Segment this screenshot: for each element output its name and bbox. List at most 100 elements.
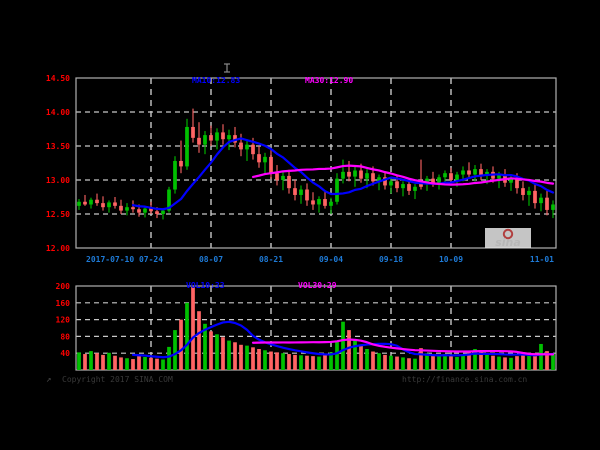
- candle-body: [449, 173, 453, 180]
- candle-body: [353, 170, 357, 177]
- candle-body: [281, 175, 285, 180]
- volume-bar: [383, 354, 387, 370]
- volume-bar: [275, 352, 279, 370]
- candle-body: [173, 160, 177, 190]
- sina-watermark: sina: [485, 228, 531, 249]
- candle-body: [77, 201, 81, 206]
- volume-bar: [251, 347, 255, 370]
- volume-panel-frame: [75, 285, 557, 371]
- candle-body: [293, 188, 297, 195]
- volume-bar: [281, 353, 285, 370]
- sina-watermark-label: sina: [495, 236, 521, 249]
- volume-bar: [119, 357, 123, 370]
- volume-bar: [269, 351, 273, 370]
- candle-body: [479, 169, 483, 176]
- volume-bar: [101, 354, 105, 370]
- volume-bar: [551, 354, 555, 370]
- volume-y-tick-label: 200: [56, 282, 71, 291]
- candle-body: [497, 174, 501, 179]
- volume-bar: [323, 354, 327, 370]
- volume-bar: [527, 355, 531, 370]
- candle-body: [389, 181, 393, 186]
- vol30-legend: VOL30:29: [298, 281, 337, 290]
- volume-bar: [305, 355, 309, 370]
- candle-body: [383, 177, 387, 186]
- volume-bar: [185, 302, 189, 370]
- volume-bar: [509, 357, 513, 370]
- volume-bar: [263, 350, 267, 370]
- volume-bar: [131, 359, 135, 370]
- volume-y-tick-label: 160: [56, 299, 71, 308]
- date-x-tick-label: 09-18: [379, 255, 403, 264]
- volume-bar: [95, 353, 99, 370]
- volume-bar: [329, 352, 333, 370]
- volume-bar: [479, 351, 483, 370]
- volume-bar: [137, 356, 141, 370]
- candle-body: [365, 173, 369, 179]
- volume-bar: [347, 330, 351, 370]
- candle-body: [359, 170, 363, 179]
- volume-bar: [461, 354, 465, 370]
- candle-body: [137, 209, 141, 213]
- volume-y-tick-label: 80: [60, 332, 70, 341]
- sina-eye-icon: [502, 228, 514, 240]
- volume-bar: [293, 354, 297, 370]
- ma10-legend: MA10:12.83: [192, 76, 240, 85]
- candle-body: [131, 207, 135, 210]
- candle-body: [437, 177, 441, 183]
- candle-body: [167, 189, 171, 211]
- price-y-tick-label: 12.00: [46, 244, 70, 253]
- volume-bar: [125, 358, 129, 370]
- date-x-tick-label: 08-07: [199, 255, 223, 264]
- candle-body: [107, 202, 111, 208]
- volume-bar: [83, 354, 87, 370]
- volume-bar: [113, 355, 117, 370]
- candle-body: [89, 199, 93, 205]
- price-y-tick-label: 14.00: [46, 108, 70, 117]
- candle-body: [251, 144, 255, 155]
- candle-body: [125, 207, 129, 211]
- date-x-tick-label: 10-09: [439, 255, 463, 264]
- volume-bar: [401, 357, 405, 370]
- candle-body: [341, 171, 345, 179]
- volume-bar: [173, 330, 177, 370]
- candle-body: [323, 199, 327, 206]
- volume-bar: [467, 352, 471, 370]
- volume-bar: [341, 321, 345, 370]
- site-url-text: http://finance.sina.com.cn: [402, 375, 527, 384]
- volume-bar: [215, 334, 219, 370]
- volume-y-tick-label: 40: [60, 349, 70, 358]
- candle-body: [407, 184, 411, 191]
- candle-body: [299, 189, 303, 195]
- candle-body: [545, 197, 549, 210]
- candle-body: [95, 199, 99, 204]
- footer-logo-icon: ↗: [46, 375, 51, 385]
- candle-body: [287, 175, 291, 189]
- candle-body: [443, 173, 447, 178]
- ma10-line: [131, 137, 555, 211]
- volume-bar: [161, 359, 165, 370]
- date-x-tick-label: 07-24: [139, 255, 163, 264]
- candle-body: [311, 200, 315, 205]
- candle-body: [371, 173, 375, 182]
- candle-body: [245, 144, 249, 150]
- candle-body: [455, 174, 459, 180]
- ma30-line: [251, 164, 555, 186]
- volume-bar: [437, 355, 441, 370]
- date-x-tick-label: 11-01: [530, 255, 554, 264]
- volume-bar: [221, 337, 225, 370]
- volume-bar: [89, 351, 93, 370]
- copyright-text: Copyright 2017 SINA.COM: [62, 375, 173, 384]
- candle-body: [467, 170, 471, 175]
- candle-body: [233, 135, 237, 143]
- volume-bar: [449, 356, 453, 370]
- volume-bar: [179, 319, 183, 370]
- candle-body: [239, 142, 243, 150]
- volume-bar: [155, 358, 159, 370]
- volume-bar: [299, 355, 303, 370]
- candle-body: [143, 208, 147, 213]
- candle-body: [221, 132, 225, 140]
- volume-bar: [335, 340, 339, 370]
